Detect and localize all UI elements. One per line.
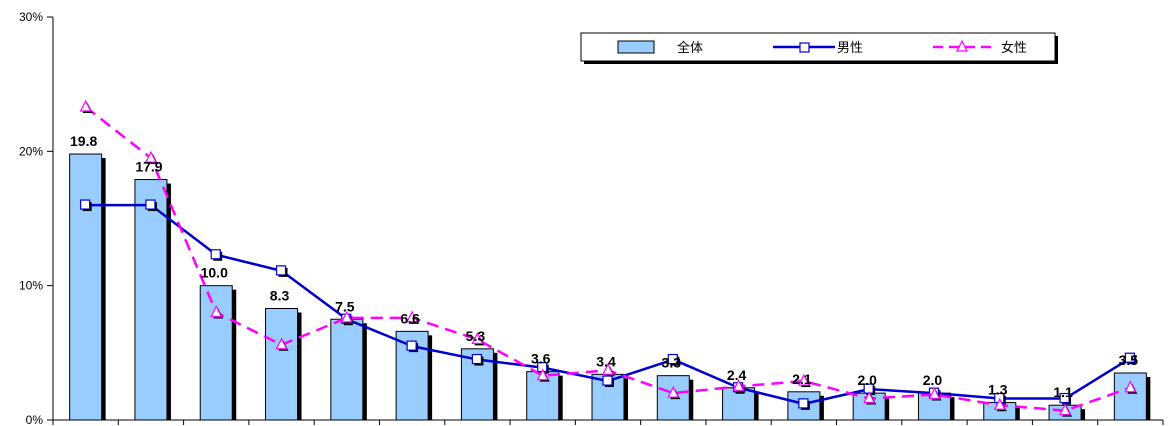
data-labels: 19.8 17.9 10.0 8.3 7.5 6.6 5.3 3.6 3.4 3.3 2.4 2.1 2… — [70, 133, 1138, 400]
legend-label: 全体 — [677, 40, 703, 55]
female-marker — [797, 373, 810, 386]
male-marker — [602, 375, 613, 386]
bar-value-label: 3.6 — [531, 351, 551, 367]
female-marker — [340, 310, 353, 323]
male-marker — [210, 249, 221, 260]
y-tick-label: 30% — [19, 10, 43, 24]
female-marker — [602, 362, 614, 375]
female-marker — [732, 379, 745, 392]
male-marker — [1124, 352, 1135, 363]
bar — [265, 308, 299, 421]
line-series — [79, 99, 1138, 417]
male-marker — [145, 199, 156, 210]
male-marker — [406, 340, 417, 351]
female-marker — [210, 305, 223, 318]
female-marker — [667, 385, 680, 398]
male-marker — [471, 353, 483, 365]
female-marker — [863, 391, 876, 404]
bar-series — [69, 153, 1151, 421]
male-marker — [1059, 392, 1070, 404]
female-marker — [144, 150, 157, 163]
bar — [1113, 372, 1147, 421]
legend-box — [580, 32, 1056, 62]
bar-value-label: 6.6 — [400, 310, 420, 326]
bar-value-label: 2.4 — [727, 367, 747, 383]
female-marker — [79, 99, 92, 112]
bar-value-label: 19.8 — [70, 133, 97, 149]
y-tick-label: 10% — [19, 279, 43, 293]
female-marker — [275, 337, 288, 350]
y-tick-label: 20% — [19, 144, 43, 158]
male-marker — [667, 353, 678, 365]
legend-label: 男性 — [837, 40, 863, 55]
male-marker — [275, 265, 287, 276]
bar-value-label: 2.0 — [857, 372, 877, 388]
female-marker — [471, 332, 484, 344]
female-marker — [1124, 380, 1137, 393]
bar-value-label: 3.4 — [596, 353, 616, 369]
legend-swatch-bar — [617, 40, 655, 54]
bar — [330, 318, 364, 421]
legend-marker-male — [799, 42, 810, 53]
legend-marker-female — [956, 39, 968, 52]
bar-value-label: 3.5 — [1119, 352, 1139, 368]
bar-value-label: 8.3 — [270, 288, 290, 304]
bar-value-label: 17.9 — [135, 159, 162, 175]
legend-label: 女性 — [1001, 40, 1027, 55]
y-axis: 0% 10% 20% 30% — [19, 10, 54, 426]
female-marker — [536, 368, 549, 381]
male-marker — [80, 199, 91, 210]
female-marker — [1059, 403, 1072, 416]
x-axis — [52, 419, 1164, 425]
y-tick-label: 0% — [26, 413, 44, 426]
bar-value-label: 3.3 — [662, 355, 682, 371]
bar-value-label: 5.3 — [466, 328, 486, 344]
bar-value-label: 1.1 — [1053, 384, 1073, 400]
female-marker — [993, 397, 1006, 410]
bar-value-label: 2.0 — [923, 372, 943, 388]
male-marker — [798, 398, 809, 409]
bar-value-label: 2.1 — [792, 371, 812, 387]
bar — [134, 179, 168, 421]
bar — [69, 153, 103, 421]
bar-value-label: 10.0 — [201, 265, 228, 281]
female-marker — [928, 387, 941, 400]
female-marker — [406, 310, 419, 323]
bar-value-label: 1.3 — [988, 382, 1008, 398]
bar-value-label: 7.5 — [335, 298, 355, 314]
legend: 全体 男性 女性 — [580, 32, 1058, 64]
